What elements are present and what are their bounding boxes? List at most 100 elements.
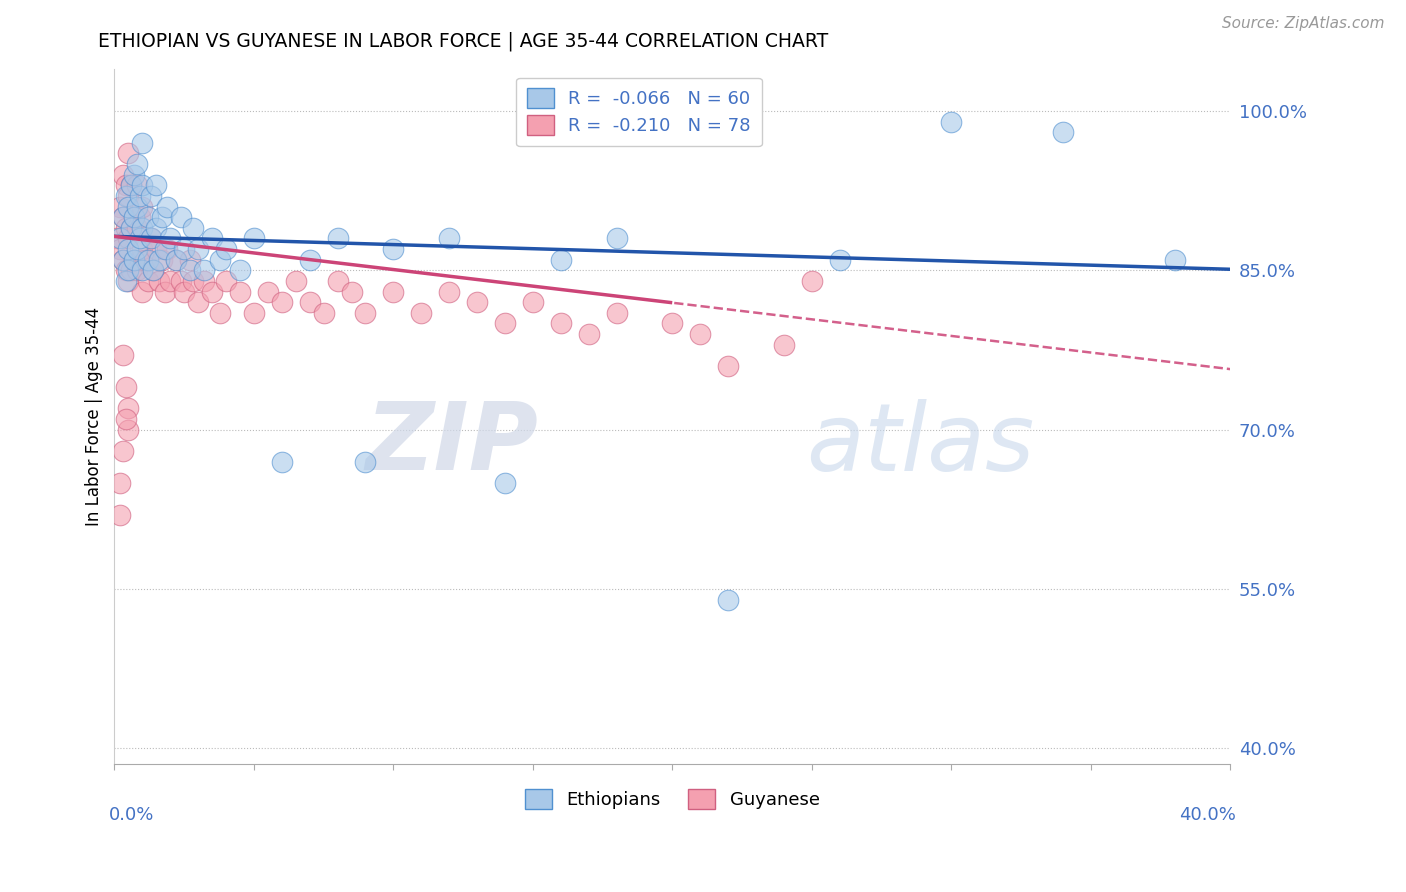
Point bbox=[125, 242, 148, 256]
Point bbox=[111, 444, 134, 458]
Point bbox=[215, 242, 238, 256]
Text: 40.0%: 40.0% bbox=[1180, 806, 1236, 824]
Point bbox=[139, 189, 162, 203]
Point bbox=[114, 274, 136, 288]
Point bbox=[201, 231, 224, 245]
Point bbox=[122, 252, 145, 267]
Point bbox=[125, 178, 148, 193]
Point bbox=[153, 242, 176, 256]
Point bbox=[128, 211, 150, 225]
Point bbox=[187, 242, 209, 256]
Point bbox=[117, 189, 139, 203]
Point bbox=[257, 285, 280, 299]
Point bbox=[494, 475, 516, 490]
Legend: Ethiopians, Guyanese: Ethiopians, Guyanese bbox=[516, 780, 828, 818]
Text: ZIP: ZIP bbox=[366, 398, 538, 491]
Point bbox=[114, 263, 136, 277]
Point bbox=[120, 263, 142, 277]
Point bbox=[298, 295, 321, 310]
Point bbox=[114, 189, 136, 203]
Point bbox=[326, 231, 349, 245]
Point bbox=[131, 263, 153, 277]
Point bbox=[111, 252, 134, 267]
Point bbox=[131, 136, 153, 150]
Point bbox=[131, 200, 153, 214]
Point bbox=[108, 231, 131, 245]
Point bbox=[494, 317, 516, 331]
Point bbox=[114, 412, 136, 426]
Text: ETHIOPIAN VS GUYANESE IN LABOR FORCE | AGE 35-44 CORRELATION CHART: ETHIOPIAN VS GUYANESE IN LABOR FORCE | A… bbox=[98, 31, 828, 51]
Point bbox=[215, 274, 238, 288]
Point bbox=[111, 211, 134, 225]
Point bbox=[941, 114, 963, 128]
Point bbox=[382, 285, 405, 299]
Point bbox=[117, 231, 139, 245]
Point bbox=[284, 274, 307, 288]
Point bbox=[159, 231, 181, 245]
Point bbox=[165, 252, 187, 267]
Point bbox=[120, 178, 142, 193]
Point bbox=[108, 200, 131, 214]
Point bbox=[193, 263, 215, 277]
Point bbox=[108, 242, 131, 256]
Point bbox=[111, 252, 134, 267]
Point bbox=[111, 211, 134, 225]
Point bbox=[120, 220, 142, 235]
Point bbox=[125, 200, 148, 214]
Point bbox=[125, 263, 148, 277]
Point bbox=[120, 178, 142, 193]
Point bbox=[150, 252, 173, 267]
Point bbox=[1163, 252, 1185, 267]
Point bbox=[170, 274, 193, 288]
Point bbox=[131, 285, 153, 299]
Point bbox=[145, 242, 167, 256]
Point bbox=[117, 274, 139, 288]
Point bbox=[606, 231, 628, 245]
Point bbox=[465, 295, 488, 310]
Point bbox=[148, 274, 170, 288]
Point bbox=[111, 168, 134, 182]
Point bbox=[173, 242, 195, 256]
Point bbox=[717, 592, 740, 607]
Point bbox=[136, 274, 159, 288]
Point bbox=[209, 306, 232, 320]
Point bbox=[114, 178, 136, 193]
Point bbox=[159, 274, 181, 288]
Point bbox=[134, 252, 156, 267]
Point bbox=[117, 423, 139, 437]
Point bbox=[120, 220, 142, 235]
Point bbox=[142, 263, 165, 277]
Point bbox=[145, 178, 167, 193]
Point bbox=[828, 252, 851, 267]
Point bbox=[229, 263, 252, 277]
Point bbox=[312, 306, 335, 320]
Point bbox=[142, 263, 165, 277]
Point bbox=[243, 306, 266, 320]
Point bbox=[128, 252, 150, 267]
Point bbox=[179, 263, 201, 277]
Point bbox=[209, 252, 232, 267]
Point bbox=[117, 146, 139, 161]
Point bbox=[156, 200, 179, 214]
Point bbox=[128, 231, 150, 245]
Point bbox=[661, 317, 683, 331]
Point bbox=[114, 220, 136, 235]
Point bbox=[270, 454, 292, 468]
Point bbox=[122, 211, 145, 225]
Point bbox=[139, 231, 162, 245]
Point bbox=[148, 252, 170, 267]
Point bbox=[522, 295, 544, 310]
Point bbox=[117, 401, 139, 416]
Point bbox=[606, 306, 628, 320]
Point bbox=[122, 211, 145, 225]
Point bbox=[243, 231, 266, 245]
Point bbox=[136, 211, 159, 225]
Point bbox=[125, 157, 148, 171]
Point bbox=[117, 200, 139, 214]
Point bbox=[382, 242, 405, 256]
Point bbox=[108, 508, 131, 522]
Point bbox=[354, 454, 377, 468]
Point bbox=[145, 220, 167, 235]
Point bbox=[122, 168, 145, 182]
Point bbox=[131, 178, 153, 193]
